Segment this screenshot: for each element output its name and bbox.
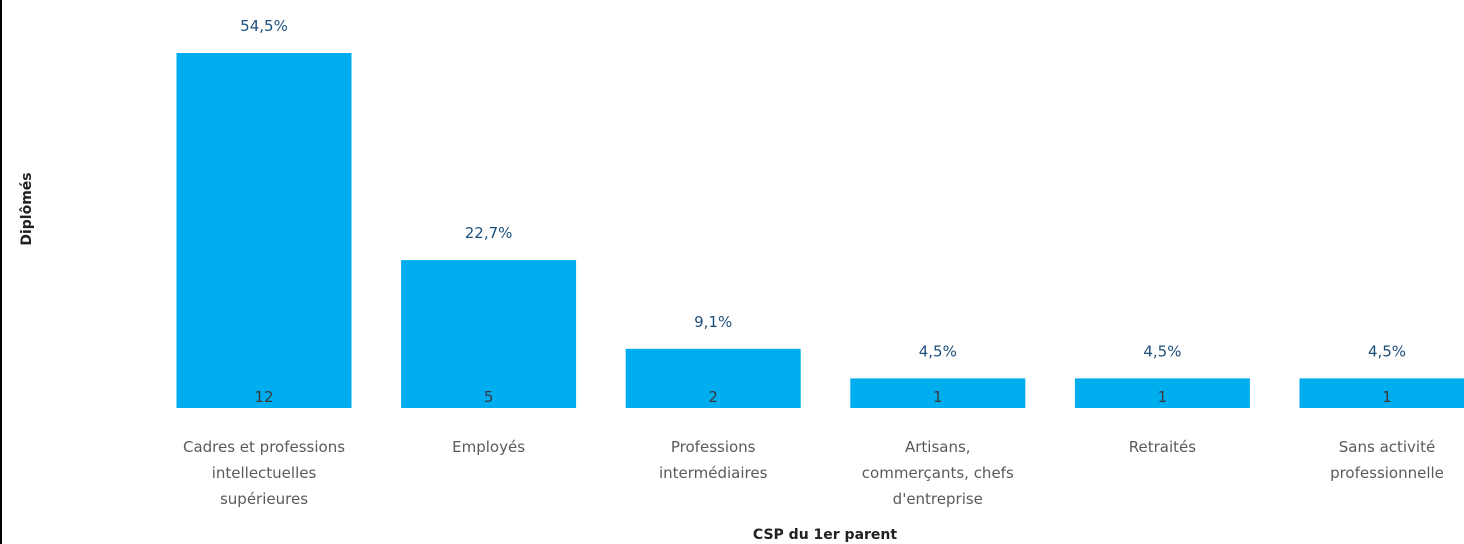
category-label-line: intermédiaires — [659, 464, 768, 482]
bar-0 — [176, 53, 352, 408]
bars-layer — [176, 53, 1464, 408]
category-label-line: supérieures — [220, 490, 308, 508]
bar-count-label-5: 1 — [1382, 388, 1392, 406]
bar-count-label-2: 2 — [708, 388, 718, 406]
category-label-1: Employés — [452, 438, 525, 456]
bar-count-label-0: 12 — [254, 388, 273, 406]
bar-count-label-1: 5 — [484, 388, 494, 406]
category-label-line: commerçants, chefs — [862, 464, 1014, 482]
category-label-4: Retraités — [1129, 438, 1196, 456]
category-label-line: d'entreprise — [893, 490, 983, 508]
bar-count-label-3: 1 — [933, 388, 943, 406]
category-label-line: intellectuelles — [212, 464, 317, 482]
bar-2 — [625, 348, 801, 408]
category-label-5: Sans activité professionnelle — [1330, 438, 1444, 482]
bar-percent-label-2: 9,1% — [694, 313, 732, 331]
bar-percent-label-3: 4,5% — [919, 342, 957, 360]
category-label-line: Artisans, — [905, 438, 971, 456]
category-label-line: professionnelle — [1330, 464, 1444, 482]
bar-3 — [850, 378, 1026, 408]
bar-count-label-4: 1 — [1158, 388, 1168, 406]
category-label-line: Cadres et professions — [183, 438, 345, 456]
bar-percent-label-0: 54,5% — [240, 17, 288, 35]
category-label-2: Professions intermédiaires — [659, 438, 768, 482]
category-label-line: Professions — [671, 438, 756, 456]
bar-percent-label-5: 4,5% — [1368, 342, 1406, 360]
category-label-line: Sans activité — [1339, 438, 1435, 456]
category-label-line: Employés — [452, 438, 525, 456]
category-label-3: Artisans, commerçants, chefs d'entreprise — [862, 438, 1014, 508]
bar-5 — [1299, 378, 1464, 408]
bar-4 — [1074, 378, 1250, 408]
bar-percent-label-1: 22,7% — [465, 224, 513, 242]
y-axis-title: Diplômés — [19, 172, 35, 245]
category-label-line: Retraités — [1129, 438, 1196, 456]
bar-1 — [401, 260, 577, 408]
x-axis-title: CSP du 1er parent — [753, 527, 897, 543]
category-label-0: Cadres et professions intellectuelles supé… — [183, 438, 345, 508]
bar-percent-label-4: 4,5% — [1143, 342, 1181, 360]
